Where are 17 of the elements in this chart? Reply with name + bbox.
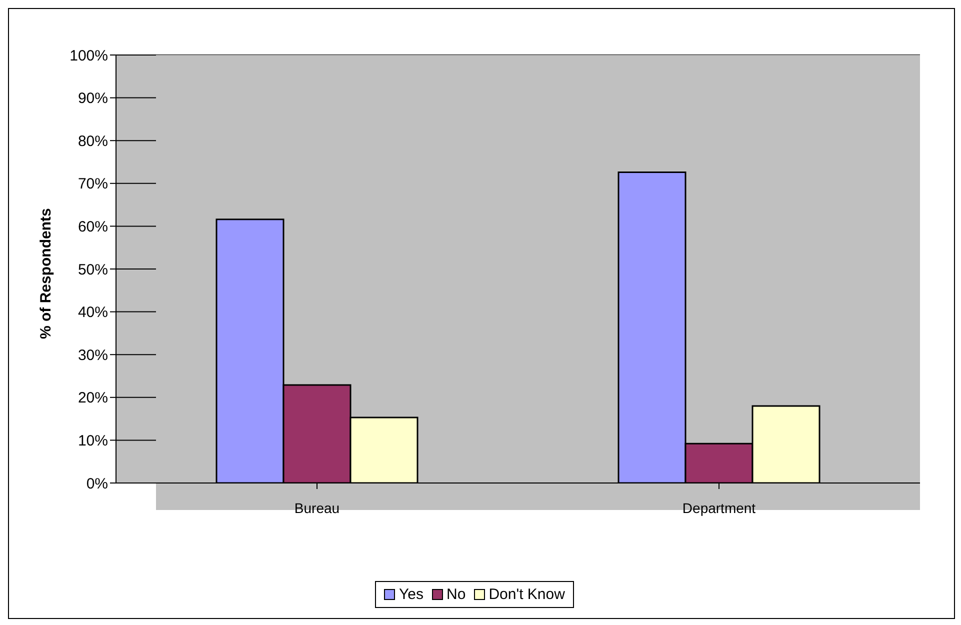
y-tick-label: 20% <box>78 390 108 407</box>
y-tick-label: 40% <box>78 304 108 322</box>
x-tick-label: Bureau <box>294 500 340 516</box>
y-tick-label: 90% <box>78 90 108 108</box>
y-tick-label: 50% <box>78 261 108 278</box>
y-tick-label: 0% <box>86 475 108 492</box>
y-tick-label: 30% <box>78 346 108 364</box>
legend-label: No <box>446 586 466 603</box>
y-tick-label: 60% <box>78 218 108 236</box>
y-tick-label: 80% <box>78 132 108 150</box>
y-axis-title: % of Respondents <box>37 208 54 339</box>
x-tick-label: Department <box>682 500 756 516</box>
y-tick-label: 10% <box>78 432 108 450</box>
legend-label: Yes <box>399 586 424 603</box>
y-tick-label: 70% <box>78 176 108 193</box>
y-tick-label: 100% <box>70 47 108 64</box>
legend-label: Don't Know <box>488 586 565 603</box>
